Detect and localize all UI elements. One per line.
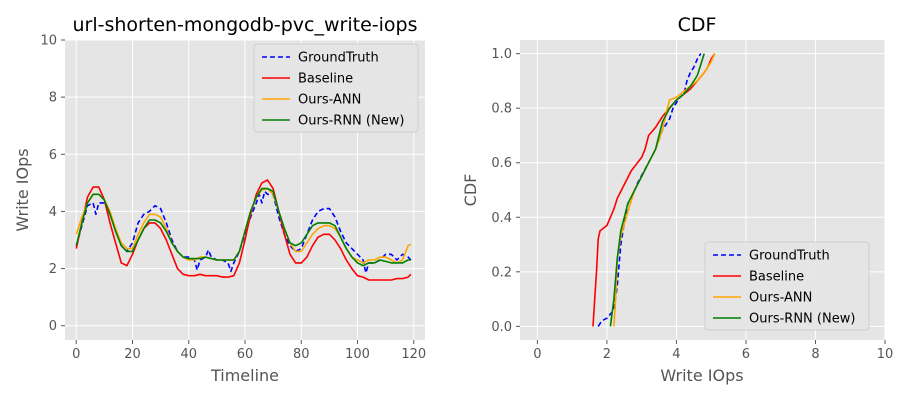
series-line-3 bbox=[75, 187, 411, 267]
x-tick-label: 0 bbox=[533, 347, 541, 362]
y-tick-label: 0 bbox=[49, 319, 57, 334]
y-tick-label: 8 bbox=[49, 91, 57, 106]
y-tick-label: 0.2 bbox=[491, 265, 512, 280]
y-axis-label: CDF bbox=[461, 174, 480, 207]
x-axis-label: Write IOps bbox=[660, 366, 743, 385]
y-tick-label: 4 bbox=[49, 205, 57, 220]
x-tick-label: 0 bbox=[72, 347, 80, 362]
legend-label: Ours-ANN bbox=[749, 291, 812, 306]
legend: GroundTruth Baseline Ours-ANN Ours-RNN (New… bbox=[704, 241, 870, 331]
series-group bbox=[75, 179, 412, 281]
series-line-0 bbox=[75, 190, 412, 274]
x-tick-label: 60 bbox=[237, 347, 254, 362]
x-tick-label: 4 bbox=[672, 347, 680, 362]
y-tick-label: 0.4 bbox=[491, 211, 512, 226]
legend-label: Ours-RNN (New) bbox=[298, 114, 404, 129]
y-tick-label: 0.8 bbox=[491, 102, 512, 117]
legend-label: Ours-ANN bbox=[298, 93, 361, 108]
y-tick-label: 6 bbox=[49, 148, 57, 163]
x-tick-label: 80 bbox=[293, 347, 310, 362]
y-axis-label: Write IOps bbox=[13, 148, 32, 231]
tick-labels: 0 2 4 6 8 10 0.0 0.2 0.4 0.6 0.8 1.0 bbox=[491, 47, 893, 362]
legend: GroundTruth Baseline Ours-ANN Ours-RNN (New… bbox=[253, 43, 419, 133]
series-line-1 bbox=[75, 179, 412, 281]
y-tick-label: 10 bbox=[40, 34, 57, 49]
legend-label: Baseline bbox=[298, 72, 353, 87]
x-tick-label: 120 bbox=[401, 347, 426, 362]
series-group bbox=[592, 53, 716, 327]
series-line-3 bbox=[609, 53, 705, 327]
legend-label: GroundTruth bbox=[749, 249, 830, 264]
x-tick-label: 40 bbox=[180, 347, 197, 362]
legend-box bbox=[704, 241, 870, 331]
legend-label: GroundTruth bbox=[298, 51, 379, 66]
legend-label: Ours-RNN (New) bbox=[749, 312, 855, 327]
y-tick-label: 0.6 bbox=[491, 156, 512, 171]
chart-title: url-shorten-mongodb-pvc_write-iops bbox=[73, 14, 418, 36]
grid-lines bbox=[65, 39, 425, 340]
x-tick-label: 2 bbox=[603, 347, 611, 362]
x-tick-label: 8 bbox=[811, 347, 819, 362]
y-tick-label: 2 bbox=[49, 262, 57, 277]
legend-box bbox=[253, 43, 419, 133]
chart-title: CDF bbox=[678, 14, 717, 36]
x-tick-label: 6 bbox=[742, 347, 750, 362]
x-tick-label: 100 bbox=[345, 347, 370, 362]
x-tick-label: 20 bbox=[124, 347, 141, 362]
cdf-chart: CDF 0 2 4 6 8 10 0.0 0.2 0.4 0.6 0.8 1.0 Write IOps… bbox=[461, 14, 893, 385]
timeline-chart: url-shorten-mongodb-pvc_write-iops 0 20 40… bbox=[13, 14, 426, 385]
legend-label: Baseline bbox=[749, 270, 804, 285]
y-tick-label: 1.0 bbox=[491, 47, 512, 62]
y-tick-label: 0.0 bbox=[491, 320, 512, 335]
x-axis-label: Timeline bbox=[210, 366, 279, 385]
tick-labels: 0 20 40 60 80 100 120 0 2 4 6 8 10 bbox=[40, 34, 426, 363]
x-tick-label: 10 bbox=[877, 347, 894, 362]
